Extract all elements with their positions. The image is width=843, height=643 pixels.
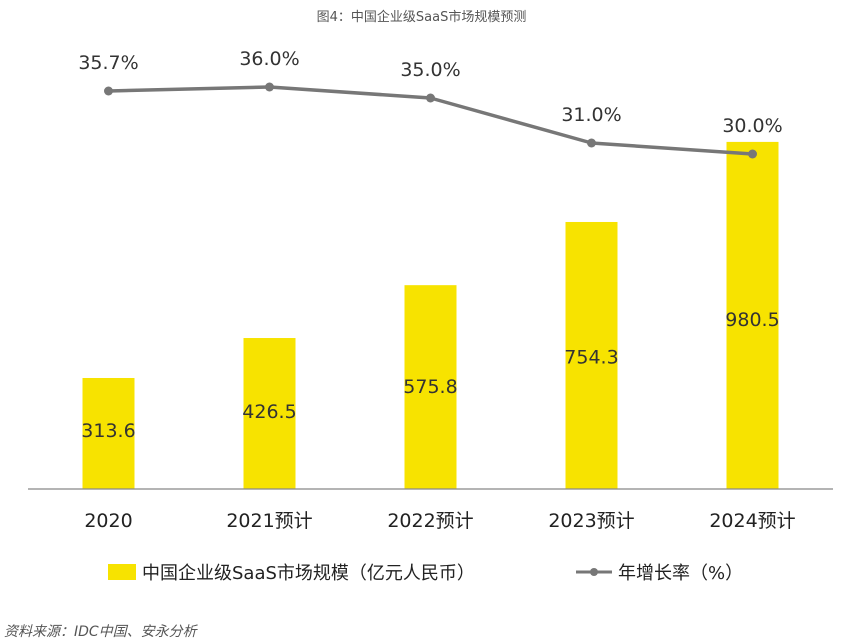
bars-layer bbox=[82, 141, 779, 490]
growth-line-layer bbox=[104, 82, 757, 159]
legend-label-line: 年增长率（%） bbox=[618, 563, 743, 584]
x-tick-label-2: 2022预计 bbox=[387, 510, 473, 532]
growth-point-1 bbox=[265, 82, 274, 92]
x-tick-label-1: 2021预计 bbox=[226, 510, 312, 532]
growth-point-0 bbox=[104, 86, 113, 96]
bar-0 bbox=[82, 377, 135, 489]
growth-point-3 bbox=[587, 138, 596, 148]
x-tick-label-4: 2024预计 bbox=[709, 510, 795, 532]
bar-value-label-3: 754.3 bbox=[564, 346, 618, 368]
bar-4 bbox=[726, 141, 779, 489]
growth-point-4 bbox=[748, 149, 757, 159]
legend-swatch-bar bbox=[108, 564, 136, 580]
bar-3 bbox=[565, 221, 618, 490]
bar-2 bbox=[404, 285, 457, 489]
bar-value-label-2: 575.8 bbox=[403, 376, 457, 398]
labels-layer: 313.6 2020 426.5 2021预计 575.8 2022预计 754.3 2023… bbox=[78, 48, 795, 532]
bar-1 bbox=[243, 338, 296, 489]
growth-value-label-3: 31.0% bbox=[561, 104, 621, 126]
growth-value-label-2: 35.0% bbox=[400, 59, 460, 81]
growth-value-label-4: 30.0% bbox=[722, 115, 782, 137]
legend: 中国企业级SaaS市场规模（亿元人民币） 年增长率（%） bbox=[108, 563, 743, 584]
growth-point-2 bbox=[426, 93, 435, 103]
bar-value-label-0: 313.6 bbox=[81, 420, 135, 442]
growth-value-label-1: 36.0% bbox=[239, 48, 299, 70]
x-tick-label-0: 2020 bbox=[84, 510, 132, 532]
source-note: 资料来源：IDC中国、安永分析 bbox=[4, 624, 197, 640]
x-tick-label-3: 2023预计 bbox=[548, 510, 634, 532]
bar-value-label-1: 426.5 bbox=[242, 401, 296, 423]
growth-value-label-0: 35.7% bbox=[78, 52, 138, 74]
chart-title: 图4：中国企业级SaaS市场规模预测 bbox=[316, 10, 527, 25]
legend-label-bar: 中国企业级SaaS市场规模（亿元人民币） bbox=[142, 563, 475, 584]
legend-swatch-marker bbox=[590, 568, 598, 576]
bar-value-label-4: 980.5 bbox=[725, 309, 779, 331]
